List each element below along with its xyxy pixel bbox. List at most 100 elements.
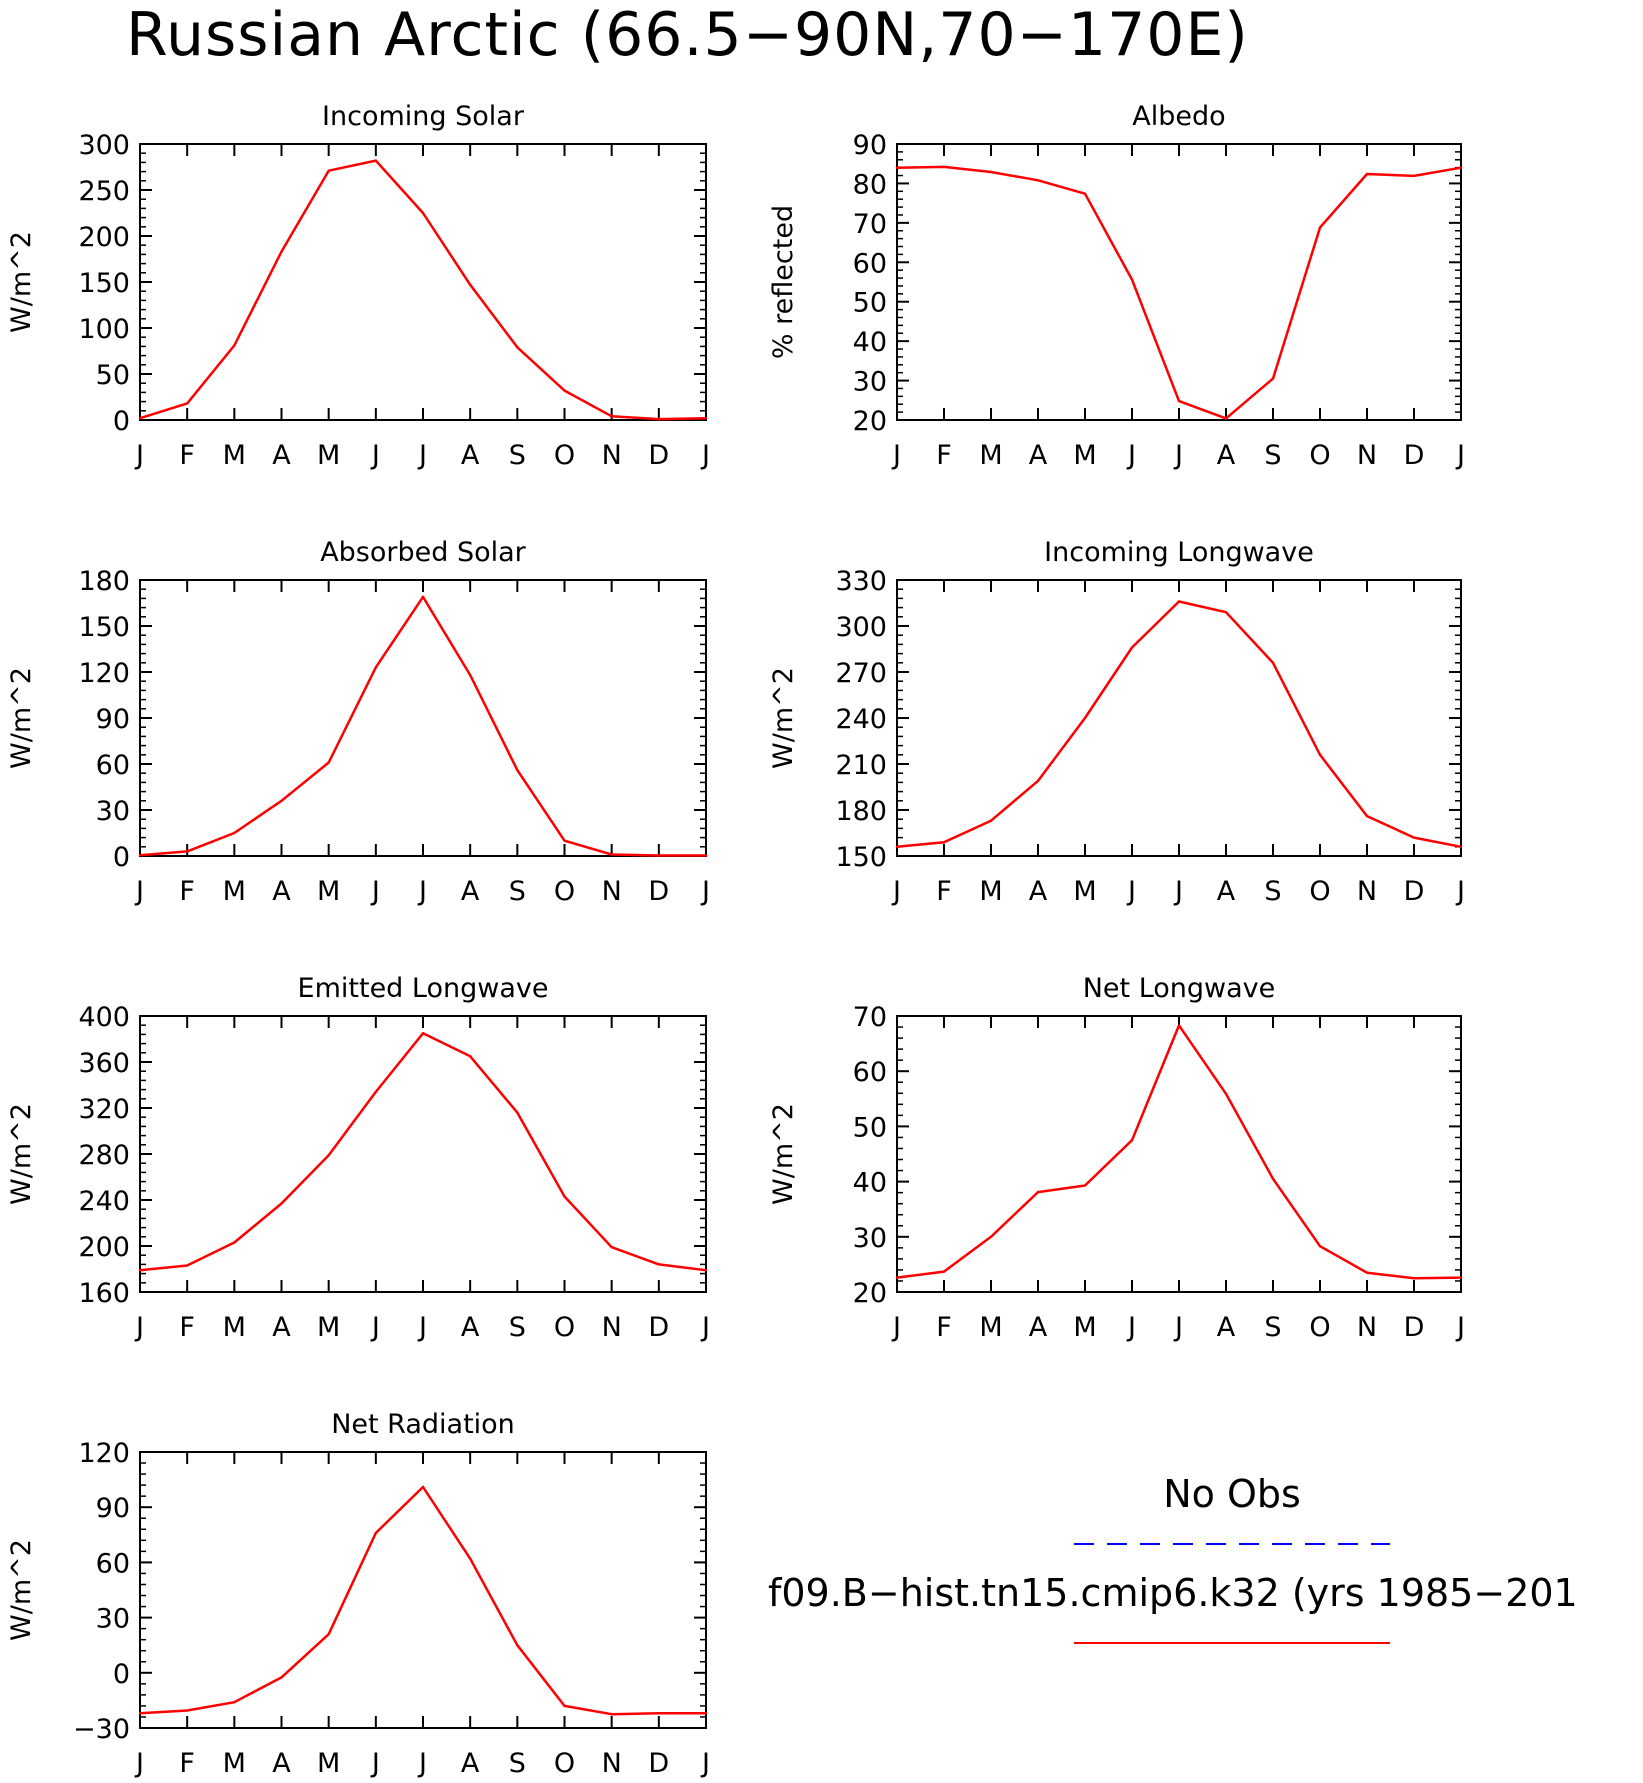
data-point	[421, 595, 425, 599]
y-tick-label: 50	[96, 360, 130, 391]
plot-frame	[896, 143, 1462, 421]
y-tick-label: 180	[78, 566, 130, 597]
data-point	[895, 1276, 899, 1279]
x-tick-label: N	[602, 1748, 622, 1779]
data-point	[895, 845, 899, 848]
data-point	[138, 1268, 142, 1272]
x-tick-label: S	[509, 876, 526, 907]
data-point	[563, 389, 566, 392]
data-point	[468, 283, 472, 286]
x-tick-label: O	[554, 1312, 575, 1343]
x-tick-label: D	[648, 876, 669, 907]
x-tick-label: M	[223, 440, 246, 471]
data-point	[1083, 192, 1087, 195]
data-point	[421, 211, 425, 215]
x-tick-label: J	[1173, 440, 1183, 471]
y-tick-label: 90	[853, 130, 887, 161]
data-point	[1271, 1177, 1275, 1181]
y-tick-label: 80	[853, 169, 887, 200]
data-point	[1083, 716, 1087, 720]
data-point	[233, 831, 236, 835]
data-point	[657, 417, 661, 421]
y-tick-label: 40	[853, 1168, 887, 1199]
x-tick-label: J	[700, 440, 710, 471]
y-tick-label: 180	[835, 796, 887, 827]
data-point	[563, 839, 566, 842]
data-point	[516, 1111, 519, 1114]
x-tick-label: S	[509, 1748, 526, 1779]
series-line	[896, 1024, 1462, 1280]
x-tick-label: J	[370, 1312, 380, 1343]
data-point	[421, 1485, 425, 1489]
data-point	[374, 1090, 378, 1094]
plot-frame	[896, 1015, 1462, 1293]
x-tick-label: M	[317, 876, 340, 907]
data-point	[280, 799, 283, 802]
data-point	[942, 841, 946, 844]
data-point	[280, 1202, 283, 1205]
data-point	[989, 1235, 993, 1239]
data-point	[233, 1701, 236, 1704]
data-point	[138, 1712, 142, 1715]
x-tick-label: N	[602, 440, 622, 471]
x-tick-label: F	[179, 440, 195, 471]
x-tick-label: M	[979, 1312, 1002, 1343]
data-point	[1224, 417, 1228, 420]
data-point	[327, 1632, 330, 1636]
x-tick-label: D	[648, 440, 669, 471]
plot-frame	[139, 143, 707, 421]
y-tick-label: 210	[835, 750, 887, 781]
data-point	[1365, 1271, 1369, 1274]
legend: No Obs f09.B−hist.tn15.cmip6.k32 (yrs 19…	[768, 1472, 1578, 1644]
data-point	[1177, 399, 1181, 403]
x-tick-label: A	[461, 1312, 480, 1343]
data-point	[185, 1709, 189, 1712]
data-point	[185, 850, 189, 853]
x-tick-label: J	[370, 440, 380, 471]
data-point	[421, 1032, 425, 1035]
data-point	[1130, 278, 1134, 281]
data-point	[185, 402, 189, 405]
x-tick-label: F	[179, 876, 195, 907]
y-tick-label: 120	[78, 1438, 130, 1469]
y-tick-label: 70	[853, 209, 887, 240]
y-tick-label: 50	[853, 1112, 887, 1143]
y-tick-label: 280	[78, 1140, 130, 1171]
x-tick-label: O	[1309, 440, 1330, 471]
x-tick-label: J	[417, 1748, 427, 1779]
y-tick-label: 150	[78, 268, 130, 299]
data-point	[280, 1676, 283, 1679]
y-tick-label: 300	[835, 612, 887, 643]
data-point	[468, 673, 472, 677]
data-point	[610, 415, 613, 418]
data-point	[327, 169, 330, 172]
y-tick-label: 400	[78, 1002, 130, 1033]
data-point	[1318, 1244, 1322, 1248]
x-tick-label: N	[1357, 1312, 1377, 1343]
x-tick-label: M	[317, 440, 340, 471]
y-tick-label: 60	[96, 1548, 130, 1579]
x-tick-label: F	[936, 876, 952, 907]
data-point	[1036, 179, 1040, 182]
data-point	[1412, 1277, 1416, 1280]
y-axis-label: W/m^2	[6, 231, 37, 333]
x-tick-label: F	[179, 1312, 195, 1343]
data-point	[468, 1055, 472, 1058]
data-point	[516, 1644, 519, 1647]
x-tick-label: J	[134, 1748, 144, 1779]
panel-1: J F M A M J J A S O N D J050100150200250300Incoming …	[6, 101, 710, 471]
x-tick-label: S	[509, 1312, 526, 1343]
y-axis-label: W/m^2	[6, 667, 37, 769]
y-tick-label: 360	[78, 1048, 130, 1079]
data-point	[1224, 1092, 1228, 1096]
x-tick-label: J	[1126, 1312, 1136, 1343]
x-tick-label: A	[461, 876, 480, 907]
x-tick-label: J	[1455, 876, 1465, 907]
x-tick-label: M	[317, 1312, 340, 1343]
y-tick-label: 320	[78, 1094, 130, 1125]
x-tick-label: J	[417, 1312, 427, 1343]
plot-frame	[896, 579, 1462, 857]
y-tick-label: −30	[73, 1714, 130, 1745]
